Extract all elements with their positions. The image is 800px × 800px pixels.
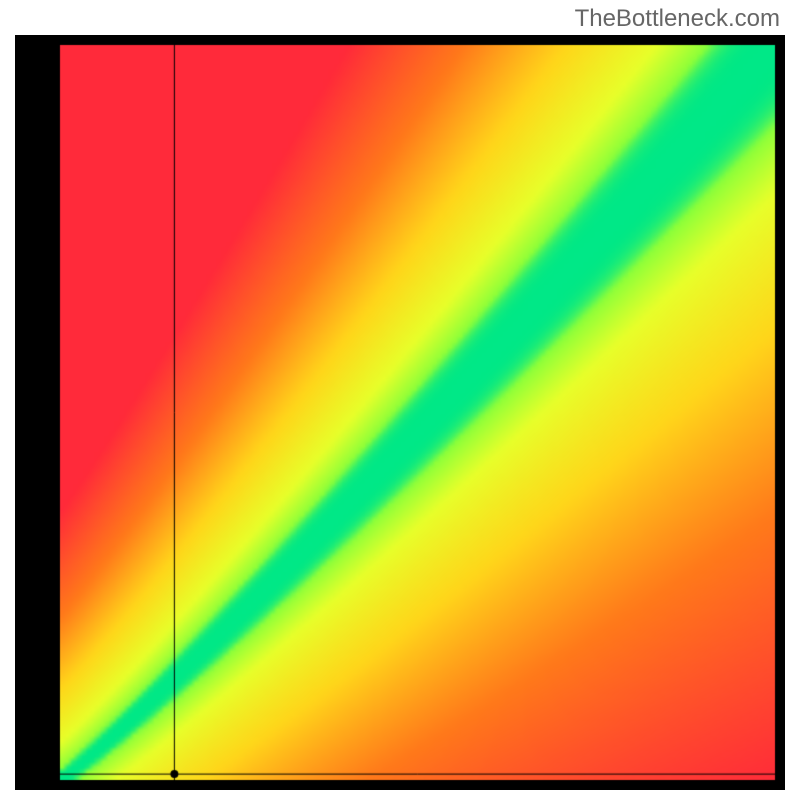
heatmap-canvas: [15, 35, 785, 790]
attribution-text: TheBottleneck.com: [575, 5, 780, 33]
bottleneck-heatmap: [15, 35, 785, 790]
